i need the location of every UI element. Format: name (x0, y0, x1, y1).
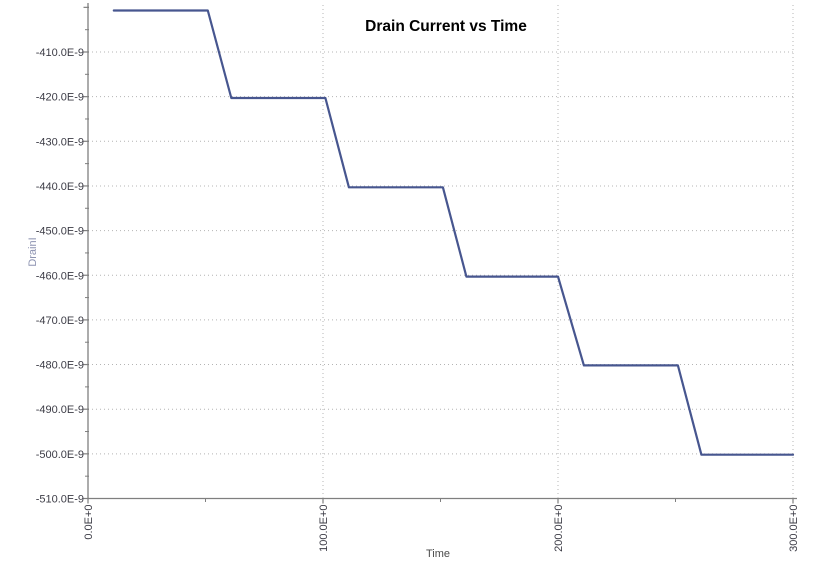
x-tick-label: 200.0E+0 (553, 505, 565, 552)
y-tick-labels: -410.0E-9 -420.0E-9 -430.0E-9 -440.0E-9 -450… (36, 47, 84, 506)
x-axis-label: Time (426, 548, 450, 560)
y-tick-label: -510.0E-9 (36, 494, 84, 506)
y-tick-label: -440.0E-9 (36, 181, 84, 193)
x-tick-label: 0.0E+0 (83, 505, 95, 540)
y-tick-label: -420.0E-9 (36, 92, 84, 104)
y-tick-label: -470.0E-9 (36, 315, 84, 327)
gridlines (88, 5, 794, 498)
x-tick-label: 100.0E+0 (318, 505, 330, 552)
y-tick-label: -430.0E-9 (36, 136, 84, 148)
y-tick-label: -410.0E-9 (36, 47, 84, 59)
y-tick-label: -480.0E-9 (36, 360, 84, 372)
y-axis-label: DrainI (27, 237, 39, 266)
data-series-line (112, 9, 795, 456)
y-tick-label: -490.0E-9 (36, 404, 84, 416)
y-tick-label: -500.0E-9 (36, 449, 84, 461)
x-tick-label: 300.0E+0 (788, 505, 800, 552)
y-tick-label: -460.0E-9 (36, 270, 84, 282)
chart-title: Drain Current vs Time (365, 18, 527, 35)
y-tick-label: -450.0E-9 (36, 226, 84, 238)
axes (83, 3, 797, 504)
x-tick-labels: 0.0E+0 100.0E+0 200.0E+0 300.0E+0 (83, 505, 800, 552)
